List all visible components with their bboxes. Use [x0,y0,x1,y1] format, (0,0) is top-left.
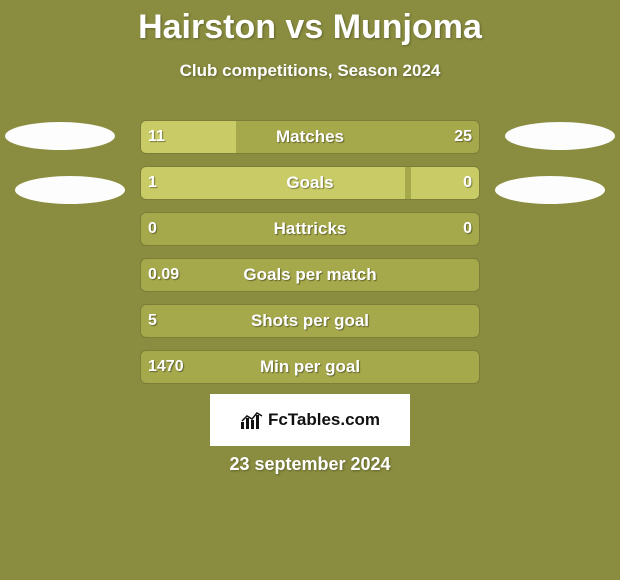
chart-icon [240,410,264,430]
stat-row: Goals per match0.09 [0,258,620,292]
logo-text: FcTables.com [268,410,380,430]
stat-value-left: 1 [148,166,157,200]
page-title: Hairston vs Munjoma [0,0,620,47]
date-text: 23 september 2024 [0,454,620,475]
stat-value-left: 1470 [148,350,184,384]
stats-block: Matches1125Goals10Hattricks00Goals per m… [0,120,620,396]
stat-label: Matches [140,120,480,154]
stat-value-left: 0.09 [148,258,179,292]
stat-value-right: 0 [463,166,472,200]
player-oval [15,176,125,204]
stat-label: Min per goal [140,350,480,384]
stat-row: Shots per goal5 [0,304,620,338]
logo-badge: FcTables.com [210,394,410,446]
stat-value-left: 0 [148,212,157,246]
page-subtitle: Club competitions, Season 2024 [0,61,620,81]
stat-value-left: 5 [148,304,157,338]
stat-label: Goals per match [140,258,480,292]
player-oval [505,122,615,150]
stat-value-right: 0 [463,212,472,246]
stat-value-left: 11 [148,120,165,154]
stat-label: Hattricks [140,212,480,246]
stat-row: Hattricks0 0 [0,212,620,246]
stat-row: Min per goal1470 [0,350,620,384]
player-oval [5,122,115,150]
player-oval [495,176,605,204]
stat-value-right: 25 [454,120,472,154]
stat-label: Shots per goal [140,304,480,338]
stat-label: Goals [140,166,480,200]
